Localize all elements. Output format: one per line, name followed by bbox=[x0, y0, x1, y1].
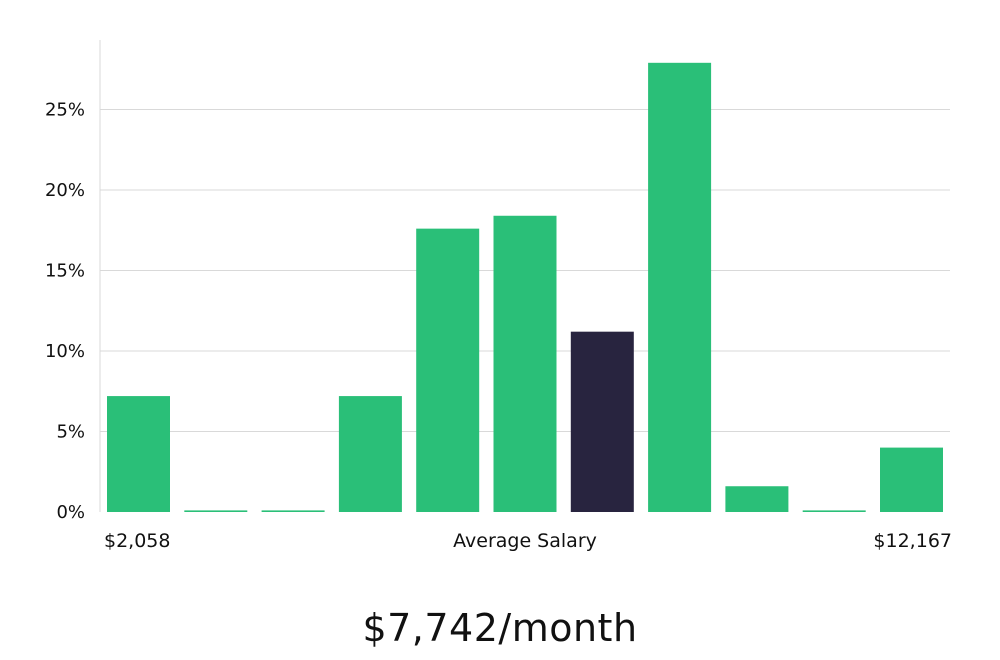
bar bbox=[802, 510, 866, 512]
bar bbox=[725, 486, 789, 512]
x-max-label: $12,167 bbox=[873, 530, 952, 552]
bar bbox=[338, 396, 402, 512]
y-tick-label: 15% bbox=[45, 261, 85, 282]
y-tick-label: 0% bbox=[56, 502, 85, 523]
bar bbox=[261, 510, 325, 512]
y-tick-labels: 0% 5% 10% 15% 20% 25% bbox=[45, 100, 85, 524]
bar bbox=[648, 62, 712, 513]
x-min-label: $2,058 bbox=[104, 530, 170, 552]
y-tick-label: 10% bbox=[45, 341, 85, 362]
bar bbox=[880, 447, 943, 512]
y-tick-label: 5% bbox=[56, 422, 85, 443]
average-salary-headline: $7,742/month bbox=[362, 606, 638, 650]
bar bbox=[184, 510, 248, 512]
bar bbox=[493, 215, 557, 512]
y-tick-label: 25% bbox=[45, 100, 85, 121]
bars bbox=[107, 62, 943, 513]
x-axis-label: Average Salary bbox=[453, 530, 597, 552]
bar-highlighted bbox=[570, 331, 634, 512]
y-tick-label: 20% bbox=[45, 180, 85, 201]
bar bbox=[107, 396, 170, 512]
salary-histogram: 0% 5% 10% 15% 20% 25% $2,058 Average Salary $… bbox=[45, 40, 952, 552]
bar bbox=[416, 228, 480, 512]
